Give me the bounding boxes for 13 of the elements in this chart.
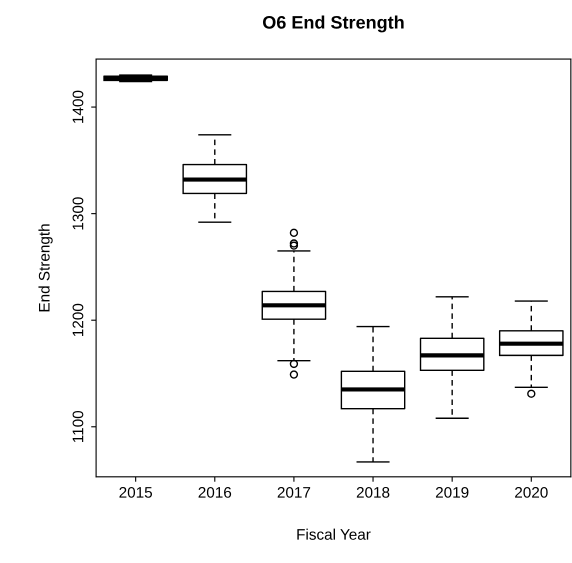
y-tick-label: 1300 [72, 197, 84, 230]
chart-title: O6 End Strength [263, 15, 404, 32]
x-tick-label: 2017 [278, 486, 310, 498]
y-tick-label: 1100 [72, 410, 84, 442]
y-axis-title: End Strength [38, 224, 53, 312]
x-axis-title: Fiscal Year [297, 528, 371, 540]
y-tick-label: 1200 [72, 304, 84, 336]
x-tick-label: 2018 [356, 486, 390, 498]
x-tick-label: 2015 [119, 486, 152, 498]
y-tick-label: 1400 [72, 90, 84, 123]
x-tick-label: 2020 [515, 486, 548, 498]
x-tick-label: 2019 [436, 486, 468, 498]
x-tick-label: 2016 [198, 486, 232, 498]
